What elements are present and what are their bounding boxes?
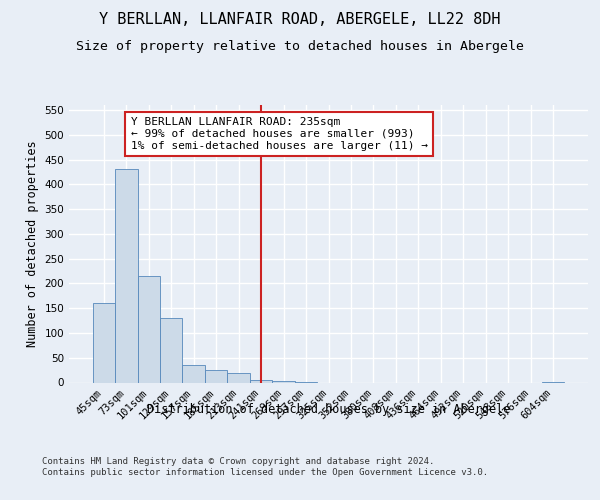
Bar (92, 303, 115, 382)
Bar (205, 370, 227, 382)
Bar (250, 380, 272, 382)
Text: Y BERLLAN LLANFAIR ROAD: 235sqm
← 99% of detached houses are smaller (993)
1% of: Y BERLLAN LLANFAIR ROAD: 235sqm ← 99% of… (131, 118, 428, 150)
Bar (227, 372, 250, 382)
Bar (137, 276, 160, 382)
Bar (182, 365, 205, 382)
Y-axis label: Number of detached properties: Number of detached properties (26, 140, 39, 347)
Text: Y BERLLAN, LLANFAIR ROAD, ABERGELE, LL22 8DH: Y BERLLAN, LLANFAIR ROAD, ABERGELE, LL22… (99, 12, 501, 28)
Bar (160, 318, 182, 382)
Bar (272, 381, 295, 382)
Text: Contains HM Land Registry data © Crown copyright and database right 2024.
Contai: Contains HM Land Registry data © Crown c… (42, 458, 488, 477)
Text: Size of property relative to detached houses in Abergele: Size of property relative to detached ho… (76, 40, 524, 53)
Bar (115, 170, 137, 382)
Text: Distribution of detached houses by size in Abergele: Distribution of detached houses by size … (147, 402, 511, 415)
